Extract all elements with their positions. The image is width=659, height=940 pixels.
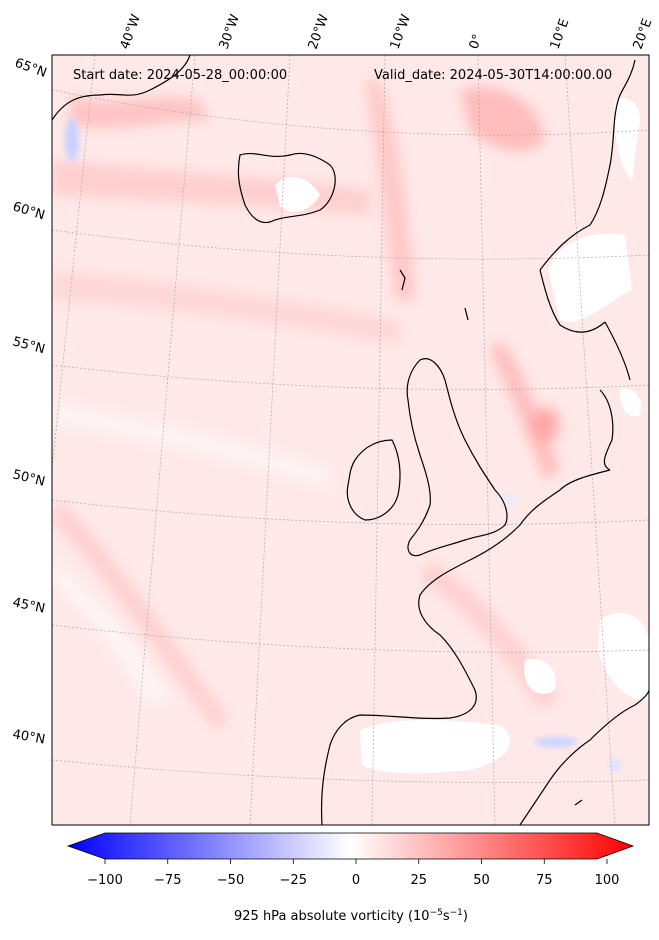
- colorbar-ticks: −100 −75 −50 −25 0 25 50 75 100: [87, 859, 619, 888]
- colorbar-tick-label: −100: [87, 873, 123, 888]
- lat-label-60n: 60°N: [11, 199, 47, 223]
- lon-label-10e: 10°E: [548, 17, 573, 52]
- low-vorticity-patches: [65, 118, 621, 773]
- lon-label-30w: 30°W: [217, 12, 243, 51]
- lat-label-50n: 50°N: [11, 467, 46, 489]
- lon-label-20e: 20°E: [631, 17, 656, 52]
- graticule: [52, 55, 649, 825]
- lat-label-65n: 65°N: [13, 56, 49, 81]
- lon-label-20w: 20°W: [306, 12, 332, 51]
- coastlines: [52, 55, 649, 825]
- colorbar-tick-label: 25: [410, 873, 427, 888]
- vorticity-field: [52, 55, 649, 825]
- colorbar-tick-label: −25: [280, 873, 307, 888]
- colorbar: −100 −75 −50 −25 0 25 50 75 100 925 hPa absolute…: [66, 832, 635, 924]
- valid-date-label: Valid_date: 2024-05-30T14:00:00.00: [374, 68, 612, 83]
- map-frame: [51, 54, 650, 826]
- lat-label-45n: 45°N: [11, 595, 46, 616]
- colorbar-tick-label: 75: [536, 873, 553, 888]
- colorbar-tick-label: −50: [217, 873, 244, 888]
- colorbar-tick-label: 0: [352, 873, 360, 888]
- colorbar-tick-label: 100: [595, 873, 620, 888]
- lat-label-55n: 55°N: [11, 334, 47, 357]
- lon-label-40w: 40°W: [118, 12, 144, 51]
- lon-label-10w: 10°W: [388, 12, 414, 51]
- colorbar-title: 925 hPa absolute vorticity (10−5s−1): [234, 908, 468, 924]
- lat-label-40n: 40°N: [11, 727, 46, 747]
- lon-label-0: 0°: [467, 32, 486, 51]
- colorbar-tick-label: 50: [473, 873, 490, 888]
- start-date-label: Start date: 2024-05-28_00:00:00: [73, 68, 287, 83]
- land-neutral-areas: [275, 98, 649, 774]
- colorbar-bar: [66, 832, 635, 860]
- colorbar-tick-label: −75: [154, 873, 181, 888]
